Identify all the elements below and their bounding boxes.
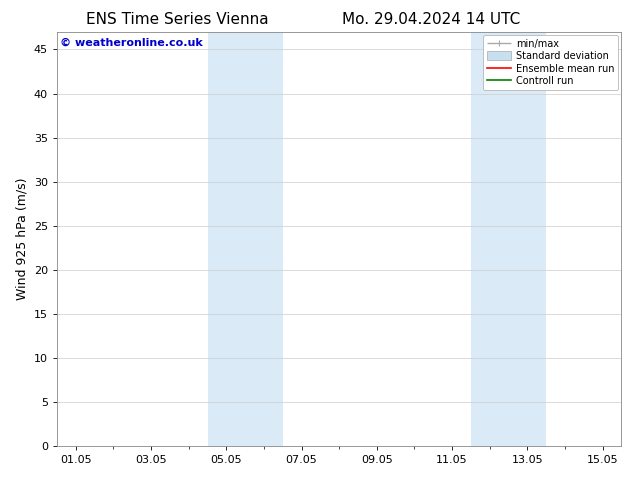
Bar xyxy=(471,32,546,446)
Text: Mo. 29.04.2024 14 UTC: Mo. 29.04.2024 14 UTC xyxy=(342,12,521,27)
Text: © weatheronline.co.uk: © weatheronline.co.uk xyxy=(60,38,203,48)
Bar xyxy=(207,32,283,446)
Text: ENS Time Series Vienna: ENS Time Series Vienna xyxy=(86,12,269,27)
Y-axis label: Wind 925 hPa (m/s): Wind 925 hPa (m/s) xyxy=(15,177,29,300)
Legend: min/max, Standard deviation, Ensemble mean run, Controll run: min/max, Standard deviation, Ensemble me… xyxy=(483,35,618,90)
